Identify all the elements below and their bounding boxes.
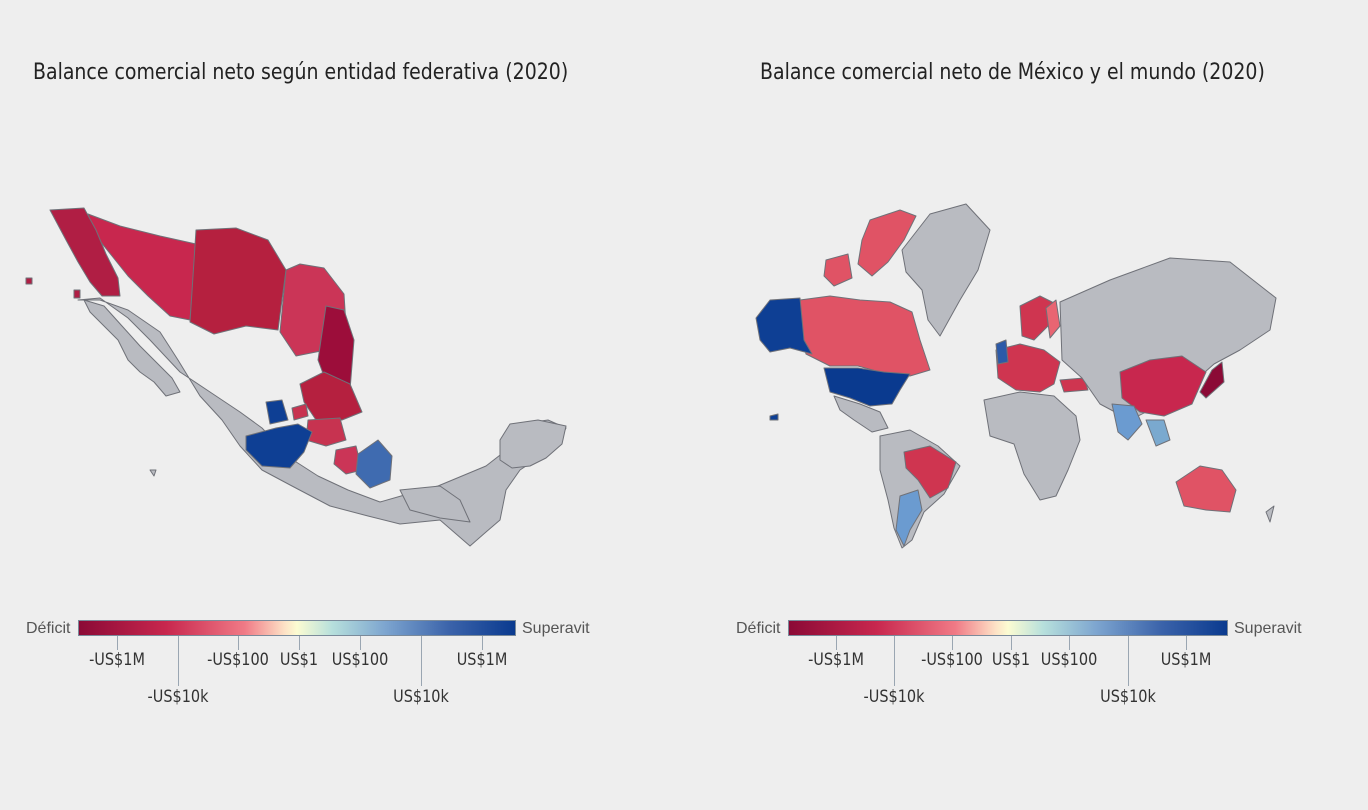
legend-tick: [178, 636, 179, 686]
aguascalientes[interactable]: [291, 403, 309, 421]
legend-tick: [952, 636, 953, 650]
turkey[interactable]: [1059, 377, 1089, 393]
legend-tick: [360, 636, 361, 650]
legend-high-label: Superavit: [1234, 620, 1302, 637]
canada-arctic[interactable]: [857, 209, 917, 277]
legend-tick: [299, 636, 300, 650]
legend-tick: [482, 636, 483, 650]
canada[interactable]: [799, 295, 931, 377]
australia[interactable]: [1175, 465, 1237, 513]
mexico-map-title: Balance comercial neto según entidad fed…: [33, 60, 569, 85]
legend-tick-label: -US$10k: [863, 687, 925, 707]
asia[interactable]: [1059, 257, 1277, 421]
legend-tick: [894, 636, 895, 686]
legend-tick-label: US$1: [991, 650, 1031, 670]
world-map: [755, 203, 1277, 549]
island[interactable]: [25, 277, 33, 285]
legend-low-label: Déficit: [26, 620, 71, 637]
legend-tick-label: US$100: [1040, 650, 1098, 670]
canada-arctic[interactable]: [823, 253, 853, 287]
legend-high-label: Superavit: [522, 620, 590, 637]
legend-tick-label: US$1M: [456, 650, 508, 670]
legend-tick: [238, 636, 239, 650]
uk[interactable]: [995, 339, 1009, 365]
legend-tick-label: -US$100: [207, 650, 269, 670]
japan[interactable]: [1199, 361, 1225, 399]
chihuahua[interactable]: [189, 227, 287, 335]
island[interactable]: [769, 413, 779, 421]
legend-tick: [836, 636, 837, 650]
india[interactable]: [1111, 403, 1143, 441]
southeast-asia[interactable]: [1145, 419, 1171, 447]
world-map-title: Balance comercial neto de México y el mu…: [760, 60, 1265, 85]
island[interactable]: [1265, 505, 1275, 523]
alaska[interactable]: [755, 297, 813, 355]
finland[interactable]: [1045, 299, 1061, 339]
baja-california-sur[interactable]: [83, 299, 181, 397]
mexico-map: [25, 207, 567, 547]
mexico[interactable]: [833, 395, 889, 433]
legend-tick: [421, 636, 422, 686]
world-map-panel: Balance comercial neto de México y el mu…: [684, 0, 1368, 810]
queretaro-hidalgo[interactable]: [333, 445, 363, 475]
legend-tick: [1128, 636, 1129, 686]
brazil[interactable]: [903, 445, 957, 499]
nayarit[interactable]: [265, 399, 289, 425]
legend-tick-label: -US$100: [921, 650, 983, 670]
greenland[interactable]: [901, 203, 991, 337]
legend-tick-label: -US$1M: [89, 650, 145, 670]
durango-zacatecas[interactable]: [299, 371, 363, 421]
chiapas-small[interactable]: [399, 485, 471, 523]
legend-tick-label: US$100: [331, 650, 389, 670]
jalisco[interactable]: [245, 423, 313, 469]
legend-low-label: Déficit: [736, 620, 781, 637]
legend-tick: [1069, 636, 1070, 650]
legend-tick-label: US$1: [279, 650, 319, 670]
africa[interactable]: [983, 391, 1081, 501]
legend-tick-label: US$1M: [1160, 650, 1212, 670]
baja-california[interactable]: [49, 207, 121, 297]
legend-tick: [117, 636, 118, 650]
legend-tick-label: US$10k: [1100, 687, 1156, 707]
legend-tick-label: -US$1M: [808, 650, 864, 670]
china[interactable]: [1119, 355, 1207, 417]
south-america[interactable]: [879, 429, 961, 549]
legend-color-bar: [788, 620, 1228, 636]
island[interactable]: [149, 469, 157, 477]
yucatan-peninsula[interactable]: [499, 419, 567, 469]
mexico-map-panel: Balance comercial neto según entidad fed…: [25, 60, 590, 707]
island[interactable]: [73, 289, 81, 299]
argentina[interactable]: [895, 489, 923, 547]
legend-color-bar: [78, 620, 516, 636]
legend-tick: [1186, 636, 1187, 650]
usa[interactable]: [823, 367, 911, 407]
legend-tick-label: US$10k: [393, 687, 449, 707]
legend-tick: [1011, 636, 1012, 650]
europe[interactable]: [995, 343, 1061, 393]
legend-tick-label: -US$10k: [147, 687, 209, 707]
puebla[interactable]: [355, 439, 393, 489]
sonora[interactable]: [87, 213, 197, 321]
